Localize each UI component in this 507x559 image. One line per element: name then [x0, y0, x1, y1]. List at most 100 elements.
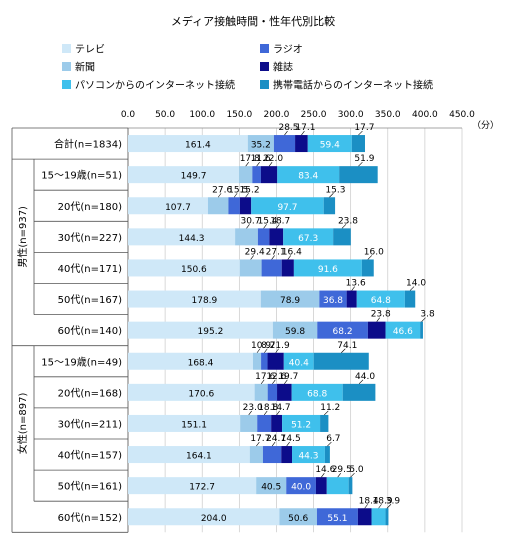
category-label: 15～19歳(n=49) — [41, 356, 122, 368]
bar-segment — [283, 352, 314, 370]
bar-segment — [272, 321, 318, 339]
x-tick-label: 400.0 — [412, 110, 438, 120]
data-label: 10.9 — [251, 341, 271, 351]
bar-segment — [128, 508, 280, 526]
data-label: 16.4 — [282, 247, 302, 257]
leader-line — [351, 286, 355, 291]
data-label: 15.4 — [258, 216, 278, 226]
category-label: 30代(n=211) — [58, 418, 122, 430]
legend-swatch — [260, 44, 269, 53]
bar-segment — [271, 414, 283, 432]
leader-line — [287, 255, 292, 260]
leader-line — [246, 224, 250, 229]
leader-line — [284, 379, 288, 385]
leader-line — [268, 161, 273, 167]
data-label: 91.6 — [318, 265, 338, 275]
bar-segment — [128, 321, 273, 339]
bar-segment — [295, 135, 308, 153]
bar-segment — [239, 197, 252, 215]
bars — [128, 135, 423, 526]
bar-segment — [257, 228, 270, 246]
bar-segment — [267, 352, 284, 370]
bar-segment — [326, 477, 349, 495]
legend-label: 雑誌 — [273, 61, 293, 74]
data-label: 12.6 — [266, 372, 286, 382]
bar-segment — [128, 383, 255, 401]
data-label: 44.0 — [355, 372, 375, 382]
data-label: 14.6 — [315, 465, 335, 475]
data-label: 195.2 — [198, 327, 224, 337]
data-label: 46.6 — [393, 327, 413, 337]
bar-segment — [252, 166, 261, 184]
leader-line — [378, 504, 382, 509]
bar-segment — [128, 166, 240, 184]
data-label: 36.8 — [323, 296, 343, 306]
leader-line — [327, 441, 332, 447]
bar-segment — [228, 197, 240, 215]
bar-segment — [286, 477, 316, 495]
bar-segment — [128, 477, 257, 495]
data-label: 18.4 — [359, 496, 379, 506]
bar-segment — [279, 508, 317, 526]
bar-segment — [252, 352, 262, 370]
bar-segment — [128, 197, 208, 215]
category-label: 20代(n=168) — [58, 387, 122, 399]
data-label: 59.8 — [285, 327, 305, 337]
data-label: 17.8 — [240, 154, 260, 164]
leader-line — [364, 504, 368, 509]
leader-line — [264, 348, 268, 353]
bar-segment — [316, 508, 358, 526]
bar-segment — [277, 166, 340, 184]
data-label: 44.3 — [298, 452, 318, 462]
data-label: 23.0 — [243, 403, 263, 413]
data-label: 22.0 — [263, 154, 283, 164]
data-label: 11.2 — [320, 403, 340, 413]
category-label: 30代(n=227) — [58, 232, 122, 244]
leader-line — [245, 193, 249, 198]
bar-segment — [420, 321, 423, 339]
legend-label: パソコンからのインターネット接続 — [75, 79, 235, 92]
leader-line — [276, 224, 280, 229]
bar-segment — [128, 446, 250, 464]
leader-line — [271, 441, 276, 447]
bar-segment — [385, 321, 421, 339]
x-unit-label: （分） — [472, 120, 499, 131]
leader-line — [409, 286, 415, 291]
bar-segment — [260, 290, 320, 308]
leader-line — [421, 317, 426, 322]
data-label: 15.3 — [325, 185, 345, 195]
data-label: 21.9 — [270, 341, 290, 351]
data-label: 27.6 — [212, 185, 232, 195]
data-label: 29.4 — [245, 247, 265, 257]
leader-line — [271, 255, 275, 260]
leader-line — [358, 161, 363, 167]
data-label: 150.6 — [181, 265, 207, 275]
bar-segment — [249, 446, 263, 464]
data-label: 164.1 — [186, 452, 212, 462]
data-label: 144.3 — [179, 234, 205, 244]
group-label: 男性(n=937) — [16, 206, 29, 268]
leader-line — [233, 193, 238, 198]
bar-segment — [293, 259, 362, 277]
bar-segment — [273, 135, 296, 153]
leader-line — [284, 130, 288, 136]
leader-line — [358, 130, 363, 136]
bar-segment — [367, 321, 386, 339]
bar-segment — [267, 383, 278, 401]
bar-segment — [313, 352, 369, 370]
data-label: 14.7 — [271, 403, 291, 413]
data-label: 83.4 — [298, 172, 318, 182]
data-label: 172.7 — [189, 483, 215, 493]
bar-segment — [283, 228, 334, 246]
bar-segment — [385, 508, 389, 526]
data-label: 23.8 — [338, 216, 358, 226]
bar-segment — [128, 414, 241, 432]
category-label: 50代(n=167) — [58, 294, 122, 306]
data-label: 16.0 — [364, 247, 384, 257]
category-label: 60代(n=140) — [58, 325, 122, 337]
category-label: 合計(n=1834) — [54, 138, 122, 151]
leader-line — [250, 255, 254, 260]
data-label: 11.6 — [251, 154, 271, 164]
bar-segment — [260, 166, 278, 184]
x-tick-label: 150.0 — [226, 110, 252, 120]
